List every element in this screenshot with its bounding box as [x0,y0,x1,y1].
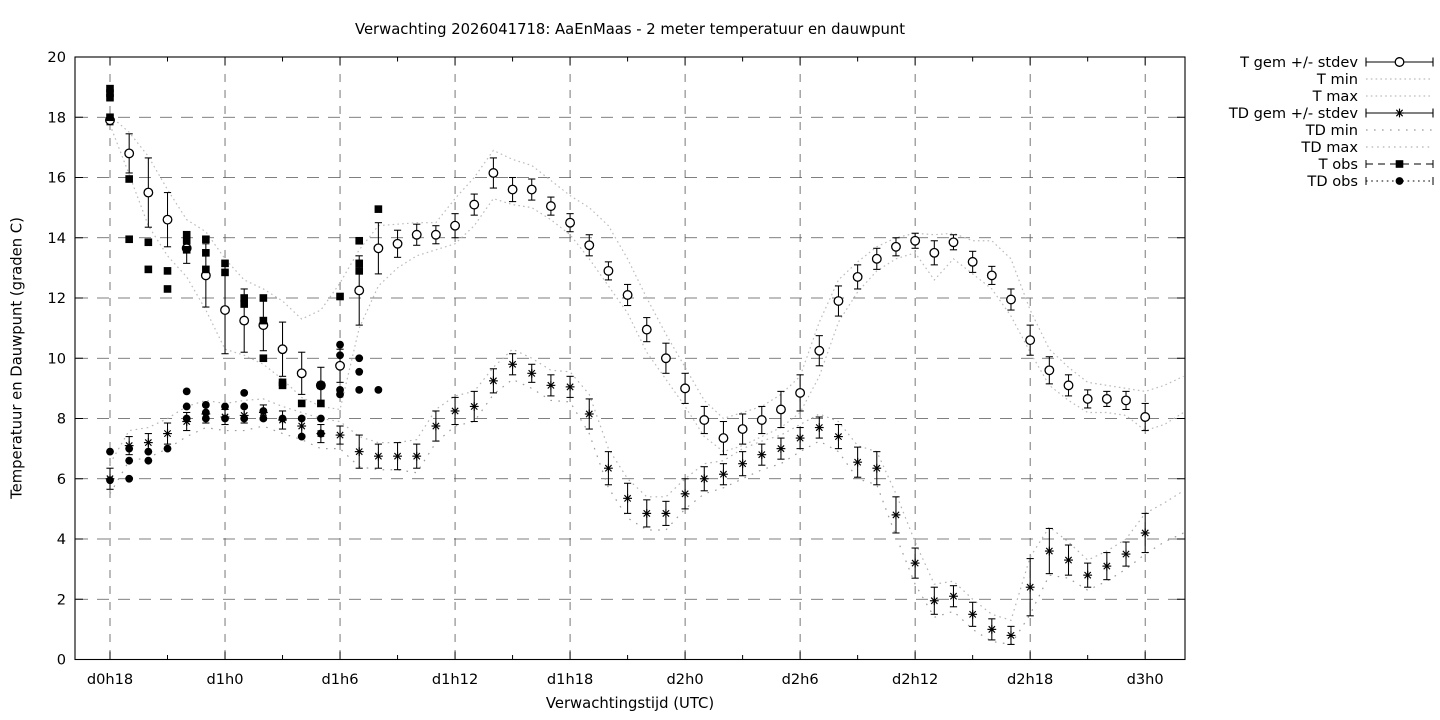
chart-title: Verwachting 2026041718: AaEnMaas - 2 met… [354,21,906,38]
tick-labels: 0 2 4 6 8 10 12 14 16 18 20 d0h18 d1h0 d1h6 d1h12 d1h18… [47,49,1163,688]
x-axis-label: Verwachtingstijd (UTC) [545,695,715,712]
y-tick-label: 14 [47,230,66,247]
legend-label: TD min [1305,122,1358,139]
x-tick-label: d1h18 [547,671,593,688]
legend-label: T obs [1318,156,1358,173]
legend-label: TD gem +/- stdev [1228,105,1359,122]
y-tick-label: 8 [57,411,66,428]
x-tick-label: d3h0 [1127,671,1164,688]
legend-label: T gem +/- stdev [1239,54,1358,71]
legend-label: TD obs [1306,173,1358,190]
series-t-obs [106,84,383,408]
y-tick-label: 10 [47,350,66,367]
x-tick-label: d1h0 [206,671,243,688]
x-tick-label: d2h18 [1007,671,1053,688]
legend-entry-td-obs: TD obs [1306,173,1434,190]
y-tick-label: 20 [47,49,66,66]
legend-label: T min [1316,71,1358,88]
y-tick-label: 0 [57,652,66,669]
x-tick-label: d2h0 [667,671,704,688]
y-tick-label: 4 [57,531,66,548]
series-td-obs [106,340,383,485]
y-tick-label: 6 [57,471,66,488]
legend-entry-td-max: TD max [1300,139,1433,156]
series-td-gem-stdev [105,353,1150,645]
series-t-min [109,124,1184,453]
axis-ticks [75,56,1185,660]
x-tick-label: d0h18 [87,671,133,688]
y-tick-label: 12 [47,290,66,307]
legend-entry-td-gem-stdev: TD gem +/- stdev [1228,105,1434,122]
y-tick-label: 2 [57,591,66,608]
legend-entry-t-obs: T obs [1318,156,1434,173]
series-td-min [109,378,1184,646]
x-tick-label: d2h12 [892,671,938,688]
legend-entry-t-gem-stdev: T gem +/- stdev [1239,54,1434,71]
x-tick-label: d1h12 [432,671,478,688]
y-tick-label: 16 [47,170,66,187]
legend-label: TD max [1300,139,1358,156]
legend-entry-t-min: T min [1316,71,1433,88]
series-t-max [109,115,1184,420]
x-tick-label: d1h6 [321,671,358,688]
legend-entry-t-max: T max [1312,88,1433,105]
grid [76,58,1184,659]
series-td-max [109,348,1184,622]
y-tick-label: 18 [47,109,66,126]
legend-entry-td-min: TD min [1305,122,1433,139]
series-t-gem-stdev [105,115,1151,456]
legend-label: T max [1312,88,1359,105]
x-tick-label: d2h6 [782,671,819,688]
